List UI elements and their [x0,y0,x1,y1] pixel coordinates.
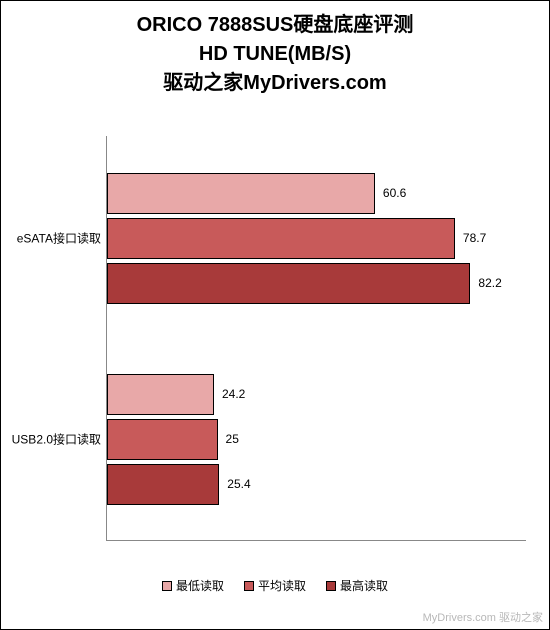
bar [107,464,219,505]
bar-value-label: 60.6 [383,186,406,200]
bar-group: USB2.0接口读取24.22525.4 [107,374,526,505]
legend-label: 平均读取 [258,579,306,593]
bar [107,173,375,214]
bar-row: 24.2 [107,374,526,415]
bar-value-label: 25 [226,432,239,446]
bar-group: eSATA接口读取60.678.782.2 [107,173,526,304]
bar [107,374,214,415]
legend-label: 最低读取 [176,579,224,593]
legend-swatch [326,581,336,591]
bar-row: 78.7 [107,218,526,259]
category-label: USB2.0接口读取 [12,431,107,448]
bar [107,263,470,304]
legend-item: 最高读取 [326,577,388,594]
bar-row: 60.6 [107,173,526,214]
chart-frame: ORICO 7888SUS硬盘底座评测HD TUNE(MB/S)驱动之家MyDr… [0,0,550,630]
title-line-2: 驱动之家MyDrivers.com [1,69,549,98]
legend-item: 最低读取 [162,577,224,594]
legend: 最低读取 平均读取 最高读取 [1,577,549,594]
legend-label: 最高读取 [340,579,388,593]
chart-title: ORICO 7888SUS硬盘底座评测HD TUNE(MB/S)驱动之家MyDr… [1,1,549,98]
bar-value-label: 24.2 [222,387,245,401]
bar-value-label: 78.7 [463,231,486,245]
bar-value-label: 82.2 [478,276,501,290]
bar-row: 25 [107,419,526,460]
bar-row: 82.2 [107,263,526,304]
bar [107,419,218,460]
legend-item: 平均读取 [244,577,306,594]
category-label: eSATA接口读取 [17,230,107,247]
plot-area: eSATA接口读取60.678.782.2USB2.0接口读取24.22525.… [106,136,526,541]
bar-row: 25.4 [107,464,526,505]
title-line-1: HD TUNE(MB/S) [1,40,549,69]
bar-value-label: 25.4 [227,477,250,491]
legend-swatch [244,581,254,591]
legend-swatch [162,581,172,591]
bar [107,218,455,259]
title-line-0: ORICO 7888SUS硬盘底座评测 [1,11,549,40]
watermark: MyDrivers.com 驱动之家 [423,609,543,625]
